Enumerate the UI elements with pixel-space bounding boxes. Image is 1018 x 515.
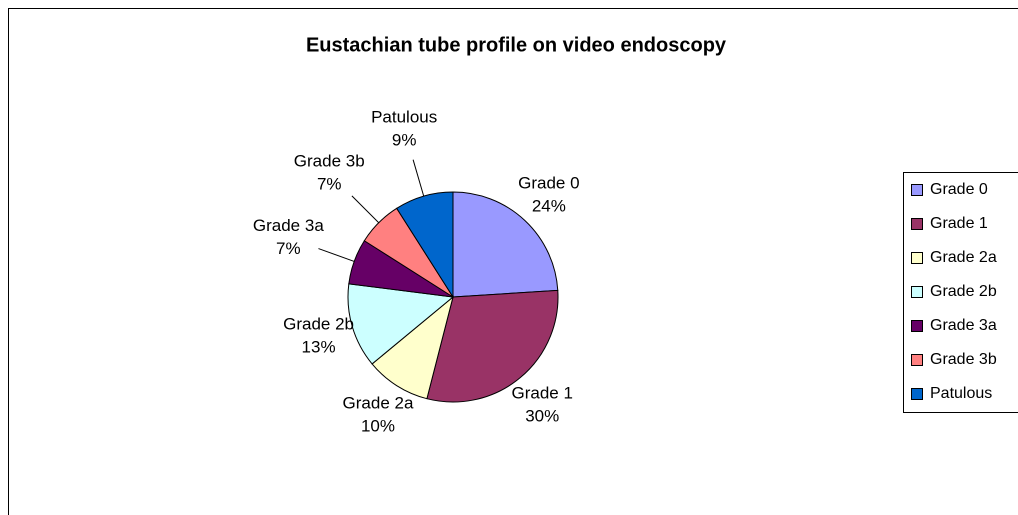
legend-swatch: [911, 354, 923, 366]
slice-label-name: Grade 2b: [283, 315, 354, 334]
slice-label-name: Patulous: [371, 107, 437, 126]
pie-slice: [426, 289, 559, 403]
slice-label-name: Grade 2a: [343, 394, 414, 413]
leader-line: [351, 195, 380, 224]
legend-label: Grade 2a: [930, 249, 997, 266]
slice-label-value: 30%: [525, 406, 559, 425]
legend-label: Grade 2b: [930, 283, 997, 300]
slice-label-value: 9%: [392, 130, 417, 149]
chart-title: Eustachian tube profile on video endosco…: [306, 34, 727, 56]
legend-label: Grade 3a: [930, 317, 997, 334]
legend-swatch: [911, 388, 923, 400]
slice-label-value: 10%: [361, 417, 395, 436]
legend-label: Grade 3b: [930, 351, 997, 368]
pie-slice: [347, 283, 455, 365]
pie-slice: [452, 191, 559, 298]
legend-swatch: [911, 218, 923, 230]
slice-label-name: Grade 1: [512, 383, 573, 402]
pie-slice: [396, 191, 454, 299]
slice-label-value: 7%: [276, 239, 301, 258]
legend-label: Grade 0: [930, 181, 988, 198]
legend-swatch: [911, 286, 923, 298]
slice-label-value: 13%: [302, 338, 336, 357]
legend-swatch: [911, 252, 923, 264]
slice-label-value: 24%: [532, 196, 566, 215]
legend-label: Grade 1: [930, 215, 988, 232]
legend-swatch: [911, 320, 923, 332]
slice-label-name: Grade 3b: [294, 152, 365, 171]
slice-label-name: Grade 3a: [253, 216, 324, 235]
leader-line: [318, 248, 355, 262]
leader-line: [412, 159, 425, 197]
legend-label: Patulous: [930, 385, 992, 402]
slice-label-name: Grade 0: [518, 173, 579, 192]
legend-swatch: [911, 184, 923, 196]
slice-label-value: 7%: [317, 175, 342, 194]
